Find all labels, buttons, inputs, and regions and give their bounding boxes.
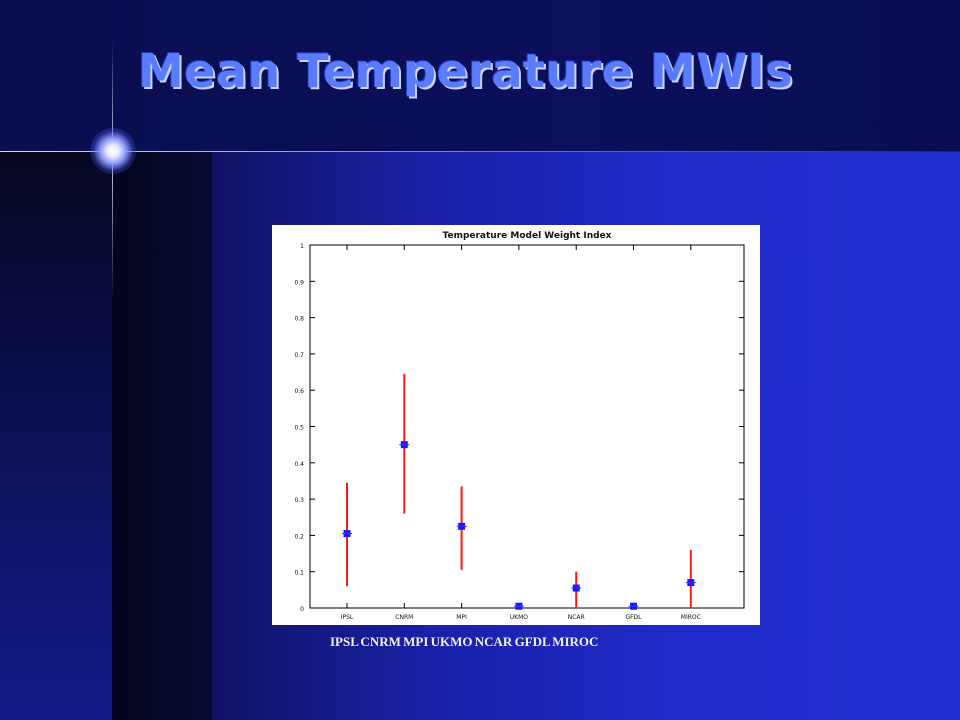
x-tick-label: NCAR bbox=[568, 614, 585, 621]
y-tick-label: 0.9 bbox=[294, 279, 304, 286]
y-tick-label: 0.8 bbox=[294, 316, 304, 323]
y-tick-label: 0.1 bbox=[294, 570, 304, 577]
y-tick-label: 0.3 bbox=[294, 497, 304, 504]
slide-title: Mean Temperature MWIs bbox=[138, 44, 794, 98]
model-caption: IPSL CNRM MPI UKMO NCAR GFDL MIROC bbox=[330, 634, 599, 649]
y-tick-label: 0.6 bbox=[294, 388, 304, 395]
x-tick-label: IPSL bbox=[341, 614, 354, 621]
x-tick-label: UKMO bbox=[510, 614, 529, 621]
x-tick-label: CNRM bbox=[395, 614, 413, 621]
y-tick-label: 0.2 bbox=[294, 533, 304, 540]
y-tick-label: 0.7 bbox=[294, 352, 304, 359]
x-tick-label: GFDL bbox=[625, 614, 642, 621]
left-decor-band bbox=[0, 152, 112, 720]
y-tick-label: 0 bbox=[300, 606, 304, 613]
sparkle-icon bbox=[90, 128, 136, 174]
y-tick-label: 1 bbox=[300, 243, 304, 250]
y-tick-label: 0.4 bbox=[294, 461, 304, 468]
x-tick-label: MPI bbox=[456, 614, 467, 621]
dark-decor-strip bbox=[112, 152, 212, 720]
chart-title: Temperature Model Weight Index bbox=[443, 231, 612, 241]
plot-frame bbox=[309, 244, 745, 609]
horizontal-light-line bbox=[0, 151, 960, 152]
y-tick-label: 0.5 bbox=[294, 425, 304, 432]
x-tick-label: MIROC bbox=[681, 614, 701, 621]
header-band bbox=[0, 0, 960, 152]
chart-panel: Temperature Model Weight Index 0 0.1 0.2 0.3… bbox=[272, 225, 760, 625]
chart: Temperature Model Weight Index 0 0.1 0.2 0.3… bbox=[294, 231, 745, 621]
